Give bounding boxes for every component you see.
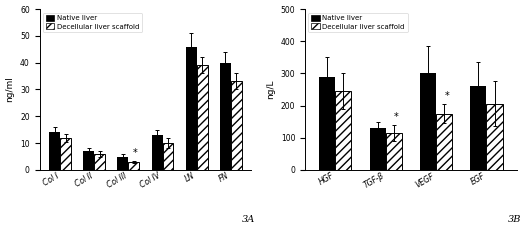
Bar: [151, 135, 163, 170]
Bar: [49, 132, 60, 170]
Bar: [60, 138, 71, 170]
Legend: Native liver, Decellular liver scaffold: Native liver, Decellular liver scaffold: [43, 13, 142, 32]
Legend: Native liver, Decellular liver scaffold: Native liver, Decellular liver scaffold: [308, 13, 408, 32]
Bar: [83, 151, 94, 170]
Bar: [197, 65, 208, 170]
Text: 3B: 3B: [508, 215, 521, 224]
Text: *: *: [394, 112, 399, 122]
Bar: [386, 133, 402, 170]
Bar: [117, 156, 128, 170]
Bar: [420, 73, 436, 170]
Text: *: *: [133, 148, 138, 158]
Bar: [436, 114, 452, 170]
Bar: [231, 81, 242, 170]
Bar: [487, 104, 503, 170]
Text: *: *: [444, 91, 449, 101]
Bar: [128, 162, 139, 170]
Bar: [186, 46, 197, 170]
Bar: [370, 128, 386, 170]
Y-axis label: ng/ml: ng/ml: [6, 76, 15, 102]
Y-axis label: ng/L: ng/L: [266, 80, 275, 99]
Bar: [335, 91, 351, 170]
Bar: [163, 143, 174, 170]
Bar: [220, 63, 231, 170]
Bar: [470, 86, 487, 170]
Bar: [94, 154, 105, 170]
Bar: [319, 77, 335, 170]
Text: 3A: 3A: [242, 215, 256, 224]
